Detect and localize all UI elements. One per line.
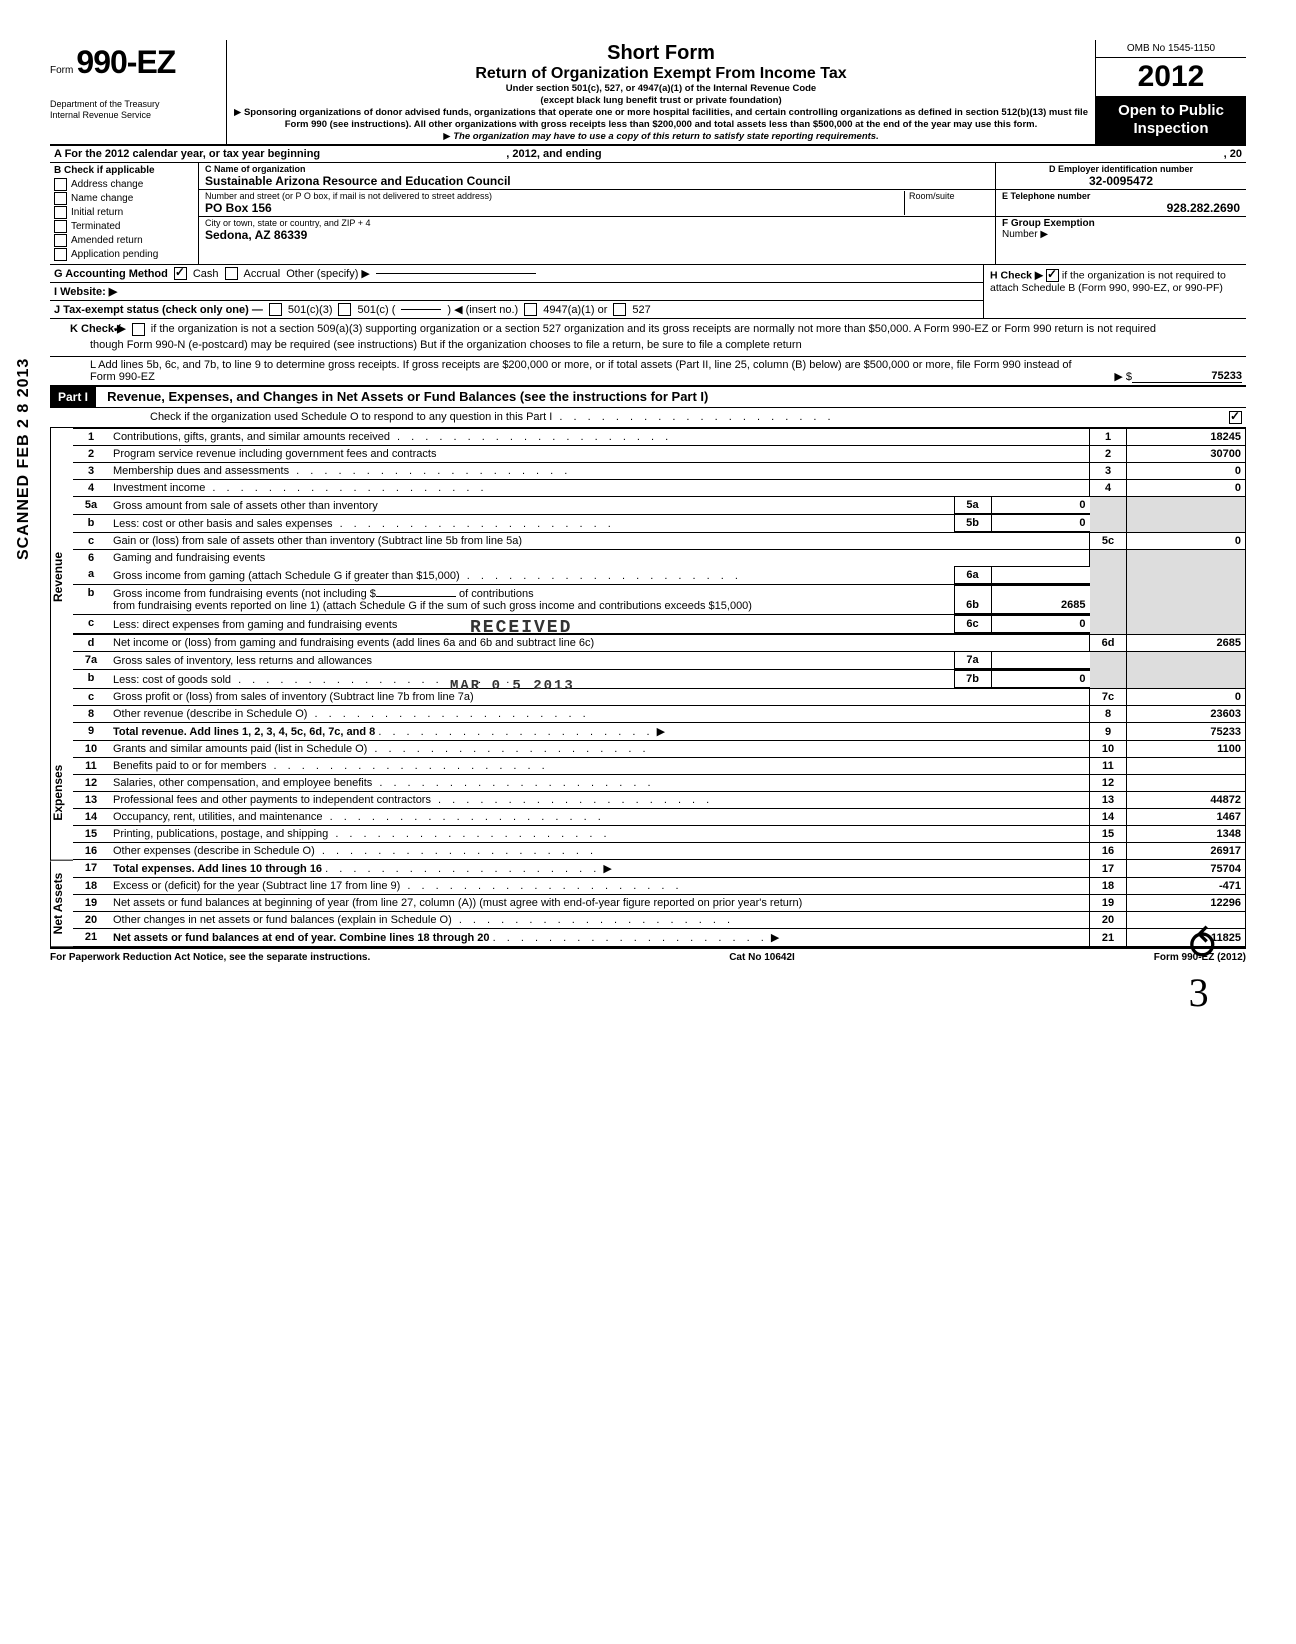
inspection: Inspection — [1098, 120, 1244, 138]
lbl-527: 527 — [632, 304, 650, 316]
tel-value: 928.282.2690 — [1002, 201, 1240, 215]
org-name-label: C Name of organization — [205, 164, 989, 174]
lines-table: 1Contributions, gifts, grants, and simil… — [73, 428, 1246, 947]
sidebar-expenses: Expenses — [50, 726, 73, 861]
ein-label: D Employer identification number — [1002, 164, 1240, 174]
row-l-value: 75233 — [1132, 370, 1242, 383]
page-footer: For Paperwork Reduction Act Notice, see … — [50, 947, 1246, 966]
addr-label: Number and street (or P O box, if mail i… — [205, 191, 904, 201]
entity-grid: B Check if applicable Address change Nam… — [50, 163, 1246, 265]
tel-label: E Telephone number — [1002, 191, 1240, 201]
row-k: K Check ▶ if the organization is not a s… — [50, 319, 1246, 356]
title-short-form: Short Form — [233, 42, 1089, 65]
ein-value: 32-0095472 — [1002, 174, 1240, 188]
group-number-label: Number ▶ — [1002, 229, 1048, 240]
dept-treasury: Department of the Treasury — [50, 99, 220, 110]
chk-terminated[interactable] — [54, 220, 67, 233]
row-a: A For the 2012 calendar year, or tax yea… — [50, 146, 1246, 163]
room-label: Room/suite — [909, 191, 989, 201]
footer-paperwork: For Paperwork Reduction Act Notice, see … — [50, 952, 370, 963]
lbl-amended: Amended return — [71, 235, 143, 246]
chk-name-change[interactable] — [54, 192, 67, 205]
copy-note: The organization may have to use a copy … — [453, 131, 878, 142]
chk-501c3[interactable] — [269, 303, 282, 316]
row-l-arrow: ▶ $ — [1092, 370, 1132, 383]
chk-part1-schedule-o[interactable] — [1229, 411, 1242, 424]
title-return: Return of Organization Exempt From Incom… — [233, 65, 1089, 83]
sidebar-netassets: Net Assets — [50, 861, 73, 947]
lbl-501c: 501(c) ( — [357, 304, 395, 316]
lbl-initial-return: Initial return — [71, 207, 123, 218]
lbl-address-change: Address change — [71, 179, 143, 190]
chk-527[interactable] — [613, 303, 626, 316]
chk-schedule-b[interactable] — [1046, 269, 1059, 282]
subtitle-code: Under section 501(c), 527, or 4947(a)(1)… — [233, 83, 1089, 95]
part1-check-line: Check if the organization used Schedule … — [150, 411, 1229, 424]
sponsor-note: Sponsoring organizations of donor advise… — [244, 107, 1088, 130]
row-h-label: H Check ▶ — [990, 270, 1043, 282]
form-header: Form 990-EZ Department of the Treasury I… — [50, 40, 1246, 146]
lbl-cash: Cash — [193, 268, 219, 280]
lbl-name-change: Name change — [71, 193, 133, 204]
form-number: 990-EZ — [76, 44, 175, 80]
chk-amended[interactable] — [54, 234, 67, 247]
col-b-header: B Check if applicable — [54, 165, 194, 176]
subtitle-except: (except black lung benefit trust or priv… — [233, 95, 1089, 107]
omb-number: OMB No 1545-1150 — [1096, 40, 1246, 58]
year-prefix: 20 — [1138, 60, 1171, 93]
scanned-stamp: SCANNED FEB 2 8 2013 — [15, 358, 33, 560]
open-public: Open to Public — [1098, 102, 1244, 120]
row-l-text: L Add lines 5b, 6c, and 7b, to line 9 to… — [90, 359, 1092, 383]
org-name: Sustainable Arizona Resource and Educati… — [205, 174, 989, 188]
lbl-accrual: Accrual — [244, 268, 281, 280]
year-bold: 12 — [1171, 60, 1204, 93]
org-address: PO Box 156 — [205, 201, 904, 215]
chk-4947[interactable] — [524, 303, 537, 316]
footer-cat: Cat No 10642I — [729, 952, 795, 963]
chk-address-change[interactable] — [54, 178, 67, 191]
form-prefix: Form — [50, 65, 73, 76]
sidebar-revenue: Revenue — [50, 428, 73, 726]
group-exempt-label: F Group Exemption — [1002, 218, 1095, 229]
lbl-other-method: Other (specify) ▶ — [286, 267, 370, 280]
row-i-label: I Website: ▶ — [54, 285, 117, 298]
chk-accrual[interactable] — [225, 267, 238, 280]
row-g-label: G Accounting Method — [54, 268, 168, 280]
org-city: Sedona, AZ 86339 — [205, 228, 989, 242]
handwritten-mark: ⥀3 — [1189, 922, 1216, 1016]
row-j-label: J Tax-exempt status (check only one) — — [54, 304, 263, 316]
lbl-terminated: Terminated — [71, 221, 120, 232]
city-label: City or town, state or country, and ZIP … — [205, 218, 989, 228]
lbl-4947: 4947(a)(1) or — [543, 304, 607, 316]
part1-header: Part I Revenue, Expenses, and Changes in… — [50, 385, 1246, 408]
lbl-501c3: 501(c)(3) — [288, 304, 333, 316]
chk-app-pending[interactable] — [54, 248, 67, 261]
chk-initial-return[interactable] — [54, 206, 67, 219]
lbl-app-pending: Application pending — [71, 249, 158, 260]
chk-501c[interactable] — [338, 303, 351, 316]
chk-cash[interactable] — [174, 267, 187, 280]
chk-row-k[interactable] — [132, 323, 145, 336]
lbl-insert-no: ) ◀ (insert no.) — [447, 303, 518, 316]
dept-irs: Internal Revenue Service — [50, 110, 220, 121]
